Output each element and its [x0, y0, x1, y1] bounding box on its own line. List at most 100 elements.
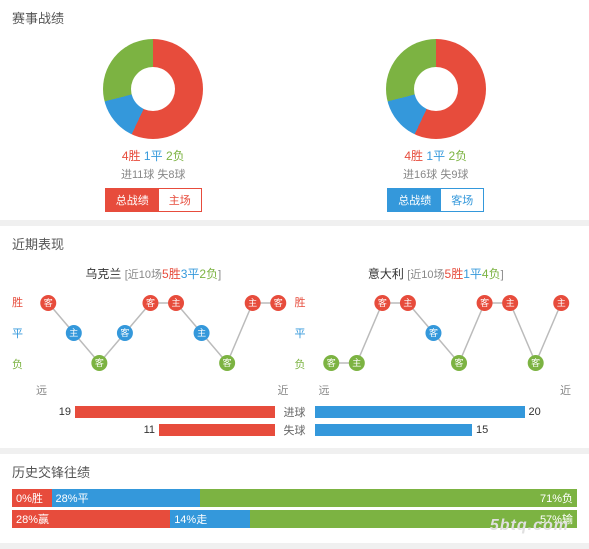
svg-text:客: 客: [428, 327, 437, 338]
right-chart-area: 胜 平 负 客主客主客客客主客主: [295, 288, 578, 378]
hist-seg-b: 28%平: [52, 489, 201, 507]
y-draw-r: 平: [295, 325, 315, 341]
y-win-r: 胜: [295, 294, 315, 310]
x-near-r: 近: [560, 382, 571, 398]
right-d: 1平: [463, 267, 482, 281]
right-losses: 2负: [448, 149, 467, 163]
bar-label: 失球: [275, 422, 315, 438]
right-tabs: 总战绩 客场: [387, 188, 484, 212]
svg-text:客: 客: [480, 297, 489, 308]
svg-text:主: 主: [505, 297, 514, 308]
svg-text:主: 主: [197, 327, 206, 338]
bar-left-val: 11: [144, 424, 155, 436]
right-tab-away[interactable]: 客场: [441, 189, 483, 211]
x-near: 近: [278, 382, 289, 398]
left-draws: 1平: [144, 149, 163, 163]
right-line-chart: 客主客主客客客主客主: [315, 288, 578, 378]
left-svg-wrap: 客主客客客主主客主客: [32, 288, 295, 378]
left-w: 5胜: [162, 267, 181, 281]
svg-text:客: 客: [44, 297, 53, 308]
left-suffix: ]: [218, 269, 221, 281]
left-donut-chart: [103, 39, 203, 139]
left-x-axis: 远 近: [12, 382, 295, 398]
right-wins: 4胜: [404, 149, 423, 163]
recent-form-panel: 近期表现 乌克兰 [近10场5胜3平2负] 胜 平 负 客主客客客主主客主客 远…: [0, 226, 589, 448]
svg-text:客: 客: [377, 297, 386, 308]
goals-bars: 19 进球 20 11 失球 15: [12, 404, 577, 438]
svg-text:主: 主: [556, 297, 565, 308]
left-chart-area: 胜 平 负 客主客客客主主客主客: [12, 288, 295, 378]
bar-row: 11 失球 15: [12, 422, 577, 438]
left-tabs: 总战绩 主场: [105, 188, 202, 212]
right-y-axis: 胜 平 负: [295, 288, 315, 378]
hist-seg-a: 0%胜: [12, 489, 52, 507]
recent-charts-row: 乌克兰 [近10场5胜3平2负] 胜 平 负 客主客客客主主客主客 远 近 意大…: [12, 261, 577, 398]
svg-text:主: 主: [69, 327, 78, 338]
recent-right-header: 意大利 [近10场5胜1平4负]: [295, 265, 578, 282]
left-y-axis: 胜 平 负: [12, 288, 32, 378]
h2h-panel: 历史交锋往绩 0%胜28%平71%负 28%赢14%走57%输 5btq.com: [0, 454, 589, 543]
x-far: 远: [36, 382, 47, 398]
bar-left-val: 19: [59, 406, 71, 418]
bar-right: [315, 406, 525, 418]
hist-seg-b: 14%走: [170, 510, 250, 528]
recent-left-header: 乌克兰 [近10场5胜3平2负]: [12, 265, 295, 282]
svg-text:客: 客: [120, 327, 129, 338]
y-lose: 负: [12, 356, 32, 372]
recent-right: 意大利 [近10场5胜1平4负] 胜 平 负 客主客主客客客主客主 远 近: [295, 265, 578, 398]
right-x-axis: 远 近: [295, 382, 578, 398]
hist-seg-c: 71%负: [200, 489, 577, 507]
bar-right: [315, 424, 473, 436]
svg-text:主: 主: [352, 357, 361, 368]
y-lose-r: 负: [295, 356, 315, 372]
bar-right-val: 15: [476, 424, 488, 436]
right-svg-wrap: 客主客主客客客主客主: [315, 288, 578, 378]
bar-left: [159, 424, 275, 436]
svg-text:主: 主: [403, 297, 412, 308]
left-tab-home[interactable]: 主场: [159, 189, 201, 211]
recent-form-title: 近期表现: [12, 234, 577, 253]
svg-text:客: 客: [146, 297, 155, 308]
svg-text:主: 主: [248, 297, 257, 308]
right-donut-chart: [386, 39, 486, 139]
bar-right-val: 20: [529, 406, 541, 418]
right-suffix: ]: [501, 269, 504, 281]
left-tab-overall[interactable]: 总战绩: [106, 189, 159, 211]
hist-seg-a: 28%赢: [12, 510, 170, 528]
svg-text:客: 客: [531, 357, 540, 368]
y-draw: 平: [12, 325, 32, 341]
svg-text:客: 客: [454, 357, 463, 368]
y-win: 胜: [12, 294, 32, 310]
left-line-chart: 客主客客客主主客主客: [32, 288, 295, 378]
svg-text:客: 客: [223, 357, 232, 368]
h2h-title: 历史交锋往绩: [12, 462, 577, 481]
right-record: 4胜 1平 2负: [295, 147, 578, 164]
match-record-panel: 赛事战绩 4胜 1平 2负 进11球 失8球 总战绩 主场 4胜 1平 2负 进…: [0, 0, 589, 220]
left-record: 4胜 1平 2负: [12, 147, 295, 164]
bar-row: 19 进球 20: [12, 404, 577, 420]
bar-label: 进球: [275, 404, 315, 420]
right-prefix: [近10场: [407, 269, 444, 281]
left-prefix: [近10场: [125, 269, 162, 281]
left-team-block: 4胜 1平 2负 进11球 失8球 总战绩 主场: [12, 35, 295, 212]
right-team-name: 意大利: [368, 267, 404, 281]
left-d: 3平: [181, 267, 200, 281]
bar-left: [75, 406, 275, 418]
x-far-r: 远: [319, 382, 330, 398]
donut-row: 4胜 1平 2负 进11球 失8球 总战绩 主场 4胜 1平 2负 进16球 失…: [12, 35, 577, 212]
right-team-block: 4胜 1平 2负 进16球 失9球 总战绩 客场: [295, 35, 578, 212]
left-losses: 2负: [166, 149, 185, 163]
right-draws: 1平: [426, 149, 445, 163]
right-goals: 进16球 失9球: [295, 166, 578, 182]
svg-text:客: 客: [274, 297, 283, 308]
left-wins: 4胜: [122, 149, 141, 163]
left-team-name: 乌克兰: [85, 267, 121, 281]
right-l: 4负: [482, 267, 501, 281]
match-record-title: 赛事战绩: [12, 8, 577, 27]
right-tab-overall[interactable]: 总战绩: [388, 189, 441, 211]
left-goals: 进11球 失8球: [12, 166, 295, 182]
recent-left: 乌克兰 [近10场5胜3平2负] 胜 平 负 客主客客客主主客主客 远 近: [12, 265, 295, 398]
svg-text:客: 客: [95, 357, 104, 368]
svg-text:主: 主: [172, 297, 181, 308]
h2h-row-result: 0%胜28%平71%负: [12, 489, 577, 507]
